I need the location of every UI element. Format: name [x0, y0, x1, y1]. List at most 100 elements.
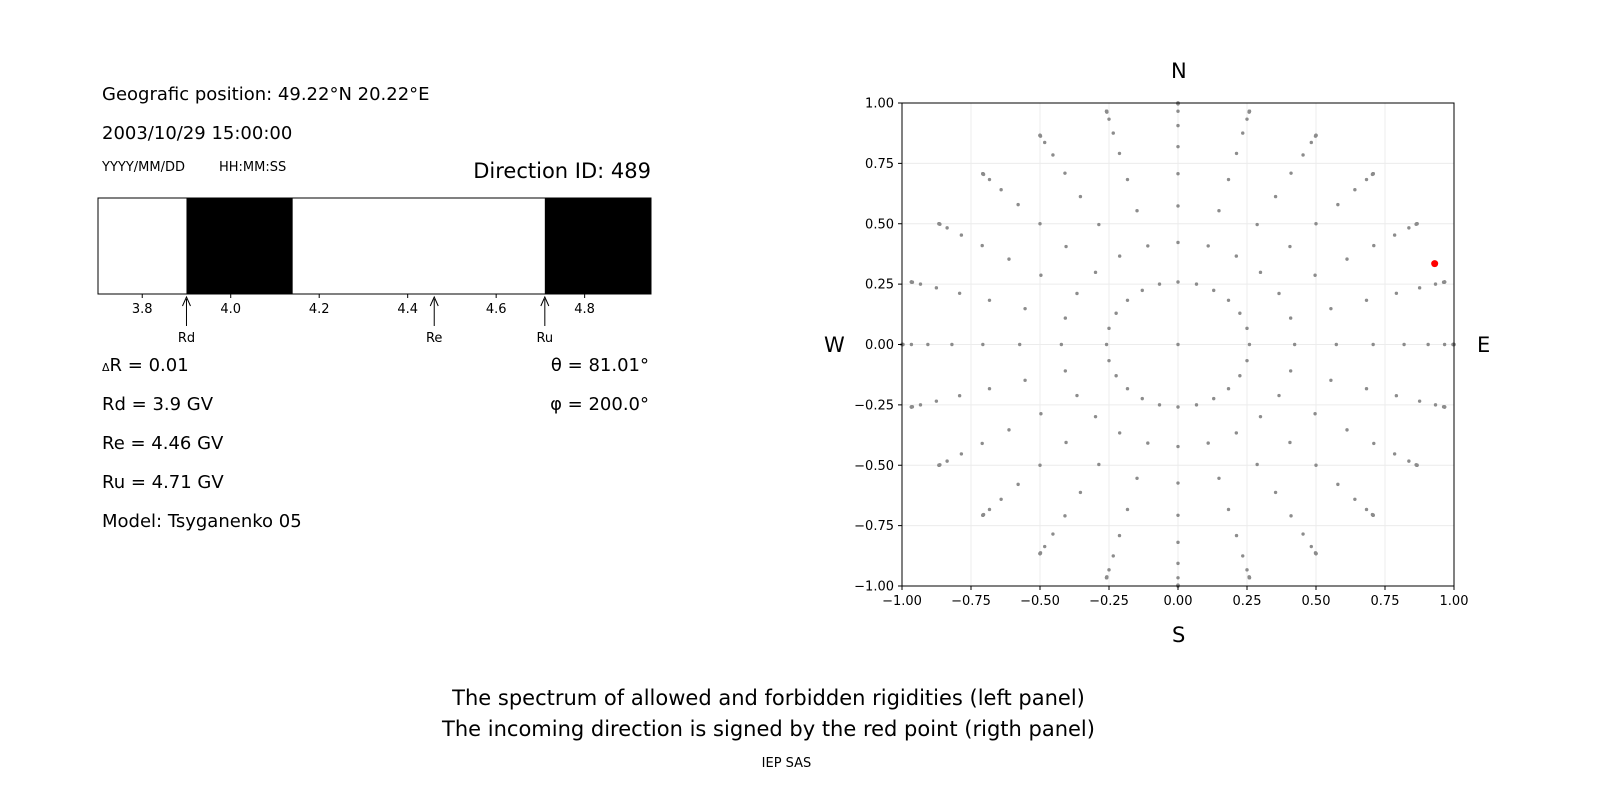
- grid-point: [959, 452, 964, 456]
- grid-point: [1064, 244, 1068, 249]
- spectrum-tick-label: 4.4: [397, 302, 418, 317]
- grid-point: [1247, 109, 1252, 113]
- y-axis-tick-label: 1.00: [865, 97, 894, 112]
- y-axis-tick-label: −0.25: [854, 398, 894, 413]
- grid-point: [1104, 576, 1109, 580]
- grid-point: [1176, 444, 1180, 449]
- grid-point: [1176, 561, 1180, 566]
- grid-point: [1078, 194, 1083, 199]
- date-format-label: YYYY/MM/DD: [102, 160, 185, 175]
- grid-point: [1125, 177, 1130, 182]
- grid-point: [1288, 316, 1293, 320]
- grid-point: [957, 394, 962, 398]
- grid-point: [1176, 405, 1180, 409]
- grid-point: [937, 222, 941, 226]
- grid-point: [1255, 462, 1259, 467]
- grid-point: [1314, 133, 1318, 138]
- grid-point: [1194, 403, 1199, 407]
- grid-point: [1111, 131, 1115, 135]
- grid-point: [1258, 414, 1263, 419]
- grid-point: [1117, 431, 1122, 435]
- grid-point: [1364, 177, 1369, 182]
- grid-point: [1226, 507, 1231, 512]
- grid-point: [1226, 298, 1231, 303]
- grid-point: [1212, 288, 1216, 293]
- grid-point: [957, 291, 962, 295]
- grid-point: [1176, 172, 1180, 176]
- grid-point: [934, 286, 939, 290]
- grid-point: [987, 507, 992, 512]
- grid-point: [1135, 209, 1139, 213]
- grid-point: [1038, 551, 1042, 556]
- grid-point: [1433, 282, 1438, 286]
- grid-point: [1277, 291, 1281, 296]
- grid-point: [1063, 171, 1067, 175]
- grid-point: [1217, 209, 1221, 213]
- grid-point: [1314, 463, 1318, 467]
- grid-point: [1125, 386, 1130, 391]
- grid-point: [987, 177, 992, 182]
- grid-point: [1194, 282, 1199, 286]
- grid-point: [945, 459, 949, 463]
- grid-point: [1336, 202, 1340, 207]
- direction-grid-points: [900, 101, 1456, 588]
- grid-point: [1309, 140, 1313, 145]
- marker-label-rd: Rd: [178, 331, 195, 346]
- grid-point: [1364, 507, 1369, 512]
- grid-point: [1125, 298, 1130, 303]
- grid-point: [1345, 257, 1349, 261]
- y-axis-tick-label: 0.00: [865, 338, 894, 353]
- marker-label-re: Re: [426, 331, 442, 346]
- grid-point: [909, 342, 914, 347]
- grid-point: [1146, 244, 1150, 248]
- grid-point: [1075, 393, 1079, 398]
- grid-point: [1146, 441, 1150, 445]
- grid-point: [1064, 440, 1068, 445]
- compass-east: E: [1477, 333, 1491, 357]
- grid-point: [950, 342, 954, 347]
- grid-point: [1334, 342, 1339, 347]
- y-axis-tick-label: −0.50: [854, 459, 894, 474]
- grid-point: [1107, 326, 1111, 331]
- grid-point: [1114, 374, 1118, 378]
- grid-point: [1371, 172, 1375, 176]
- grid-point: [1023, 378, 1027, 383]
- grid-point: [1234, 431, 1239, 435]
- grid-point: [1245, 326, 1249, 331]
- grid-point: [981, 172, 985, 176]
- grid-point: [1114, 311, 1118, 315]
- grid-point: [1176, 513, 1180, 517]
- y-axis-tick-label: 0.25: [865, 278, 894, 293]
- grid-point: [1140, 288, 1144, 293]
- grid-point: [1117, 151, 1122, 156]
- grid-point: [1206, 441, 1210, 445]
- grid-point: [1392, 233, 1397, 237]
- grid-point: [1104, 109, 1109, 113]
- grid-point: [1407, 226, 1411, 230]
- geo-position-label: Geografic position: 49.22°N 20.22°E: [102, 84, 430, 105]
- grid-point: [1245, 568, 1249, 572]
- ru-label: Ru = 4.71 GV: [102, 472, 224, 493]
- grid-point: [1371, 342, 1375, 347]
- grid-point: [1234, 533, 1239, 538]
- re-label: Re = 4.46 GV: [102, 433, 224, 454]
- grid-point: [918, 282, 923, 286]
- delta-r-label: ΔR = 0.01: [102, 355, 189, 376]
- grid-point: [1007, 257, 1011, 261]
- grid-point: [1353, 188, 1357, 192]
- grid-point: [980, 441, 984, 446]
- grid-point: [1078, 490, 1083, 495]
- x-axis-tick-label: −0.50: [1020, 594, 1060, 609]
- grid-point: [1063, 369, 1068, 373]
- grid-point: [1255, 222, 1259, 227]
- x-axis-tick-label: 1.00: [1440, 594, 1469, 609]
- grid-point: [1107, 358, 1111, 363]
- grid-point: [1017, 342, 1022, 347]
- caption-line-1: The spectrum of allowed and forbidden ri…: [452, 686, 1085, 710]
- grid-point: [1372, 441, 1376, 446]
- grid-point: [1135, 476, 1139, 480]
- grid-point: [1157, 282, 1162, 286]
- grid-point: [1313, 412, 1317, 416]
- grid-point: [1234, 151, 1239, 156]
- y-axis-tick-label: 0.75: [865, 157, 894, 172]
